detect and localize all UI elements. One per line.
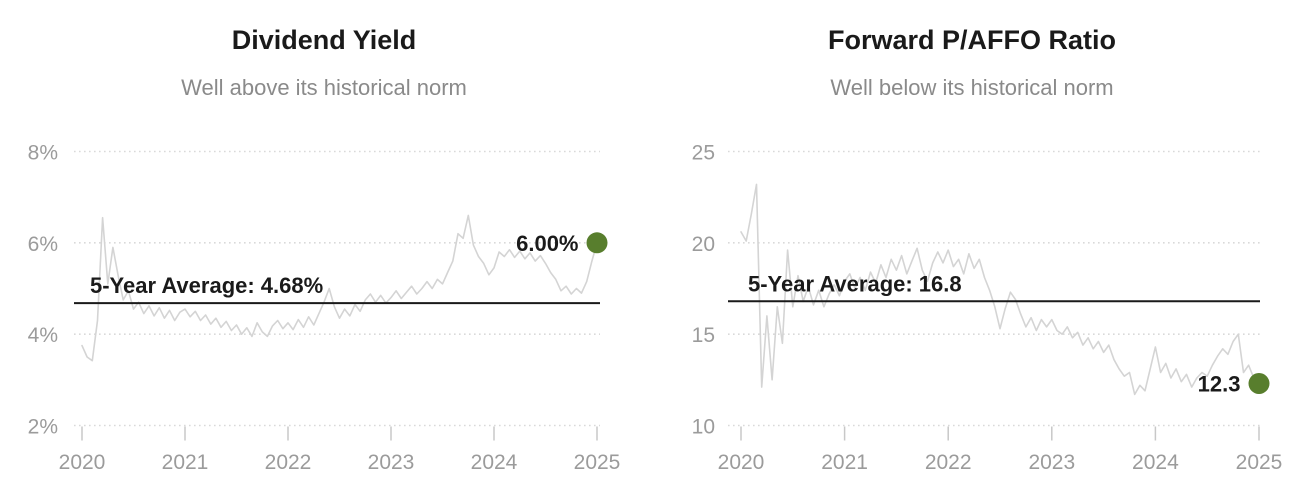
average-label: 5-Year Average: 4.68% — [90, 273, 323, 298]
chart-subtitle: Well below its historical norm — [830, 75, 1114, 100]
x-axis-label: 2023 — [368, 451, 415, 474]
x-axis-label: 2020 — [718, 451, 765, 474]
x-axis-label: 2024 — [1132, 451, 1179, 474]
chart-dividend-yield: Dividend Yield Well above its historical… — [28, 25, 621, 475]
chart-title: Forward P/AFFO Ratio — [827, 25, 1116, 55]
x-axis-label: 2023 — [1028, 451, 1075, 474]
x-axis-label: 2020 — [59, 451, 106, 474]
series-line — [81, 214, 598, 362]
chart-title: Dividend Yield — [231, 25, 417, 55]
chart-subtitle: Well above its historical norm — [181, 75, 467, 100]
x-axis-label: 2022 — [925, 451, 972, 474]
y-axis-label: 4% — [28, 324, 58, 347]
y-axis-label: 20 — [692, 233, 715, 256]
endpoint-label: 12.3 — [1198, 372, 1241, 397]
y-axis-label: 2% — [28, 416, 58, 439]
y-axis-label: 10 — [692, 416, 715, 439]
x-axis-label: 2021 — [162, 451, 209, 474]
series-line — [740, 183, 1260, 396]
y-axis-label: 6% — [28, 233, 58, 256]
endpoint-dot — [1248, 373, 1270, 394]
average-label: 5-Year Average: 16.8 — [748, 271, 962, 296]
x-axis-label: 2025 — [1236, 451, 1283, 474]
y-axis-label: 15 — [692, 324, 715, 347]
x-axis-label: 2025 — [574, 451, 621, 474]
y-axis-label: 8% — [28, 142, 58, 165]
chart-forward-paffo-ratio: Forward P/AFFO Ratio Well below its hist… — [648, 0, 1296, 504]
x-axis-label: 2024 — [471, 451, 518, 474]
x-axis-label: 2021 — [821, 451, 868, 474]
endpoint-dot — [586, 232, 608, 254]
dividend-yield-plot-area: 8% 6% 4% 2%2020 2021 2022 2023 2024 2025 5-Year A… — [28, 142, 621, 475]
endpoint-label: 6.00% — [516, 231, 578, 256]
x-axis-label: 2022 — [265, 451, 312, 474]
y-axis-label: 25 — [692, 142, 715, 165]
